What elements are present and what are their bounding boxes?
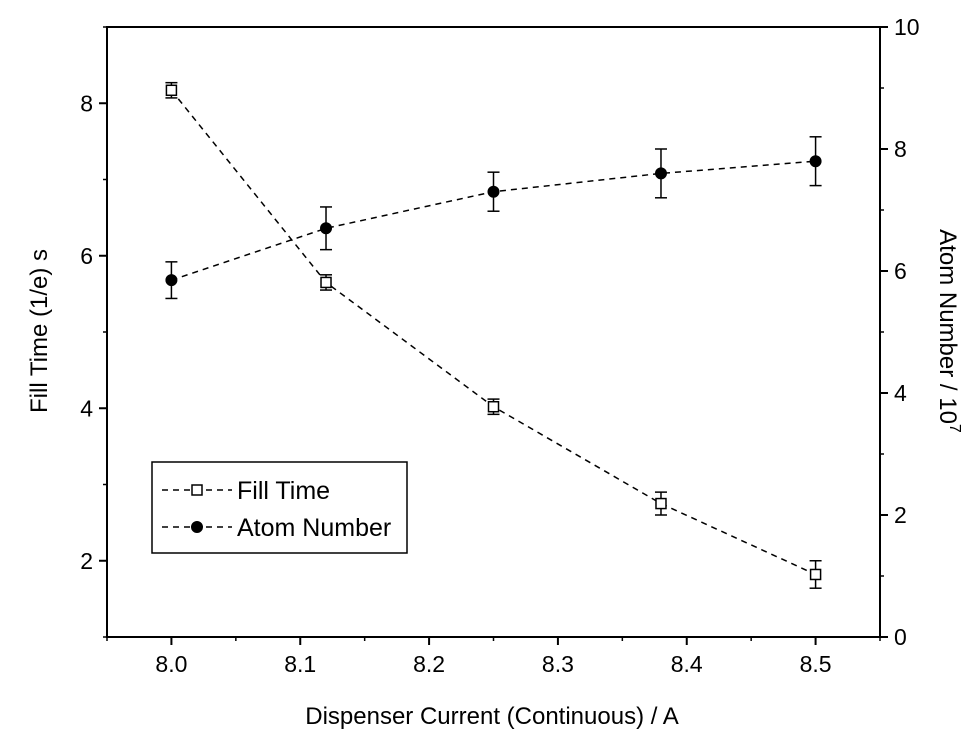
atom-number-point [809, 155, 822, 168]
axes-layer: 8.0 8.1 8.2 8.3 8.4 8.5 2 4 6 8 0 2 4 6 8 10 [80, 14, 919, 677]
x-tick-label-8.5: 8.5 [800, 651, 832, 677]
y-left-tick-label-6: 6 [80, 243, 93, 269]
series-atom-number [165, 136, 822, 300]
y-right-tick-label-8: 8 [894, 136, 907, 162]
y-right-tick-label-0: 0 [894, 624, 907, 650]
legend: Fill Time Atom Number [151, 461, 408, 554]
x-tick-label-8.2: 8.2 [413, 651, 445, 677]
x-tick-label-8.0: 8.0 [155, 651, 187, 677]
atom-number-point [487, 185, 500, 198]
atom-number-point [654, 167, 667, 180]
fill-time-point [655, 497, 667, 510]
y-left-tick-label-4: 4 [80, 395, 93, 421]
y-right-tick-label-4: 4 [894, 380, 907, 406]
atom-number-point [320, 222, 333, 235]
x-axis-title: Dispenser Current (Continuous) / A [305, 703, 679, 730]
y-right-axis-title-exponent: 7 [946, 424, 963, 433]
series-layer [165, 81, 822, 589]
legend-label-fill-time: Fill Time [237, 477, 330, 505]
legend-label-atom-number: Atom Number [237, 514, 391, 542]
y-right-tick-label-10: 10 [894, 14, 920, 40]
series-fill-time [165, 81, 822, 589]
x-tick-label-8.1: 8.1 [284, 651, 316, 677]
fill-time-point [320, 276, 332, 289]
y-left-tick-label-2: 2 [80, 548, 93, 574]
y-right-axis-title-text: Atom Number / 10 [934, 229, 961, 424]
fill-time-point [809, 568, 822, 581]
y-right-tick-label-2: 2 [894, 502, 907, 528]
fill-time-point [487, 400, 500, 413]
legend-marker-fill-time [191, 484, 203, 496]
atom-number-point [165, 274, 178, 287]
x-tick-label-8.4: 8.4 [671, 651, 703, 677]
y-left-tick-label-8: 8 [80, 90, 93, 116]
y-left-axis-title: Fill Time (1/e) s [26, 249, 53, 413]
legend-box [151, 461, 408, 554]
x-tick-label-8.3: 8.3 [542, 651, 574, 677]
fill-time-point [165, 84, 178, 97]
y-right-axis-title: Atom Number / 107 [934, 229, 963, 433]
legend-marker-atom-number [191, 521, 203, 533]
y-right-tick-label-6: 6 [894, 258, 907, 284]
axis-titles: Dispenser Current (Continuous) / A Fill … [26, 229, 963, 730]
